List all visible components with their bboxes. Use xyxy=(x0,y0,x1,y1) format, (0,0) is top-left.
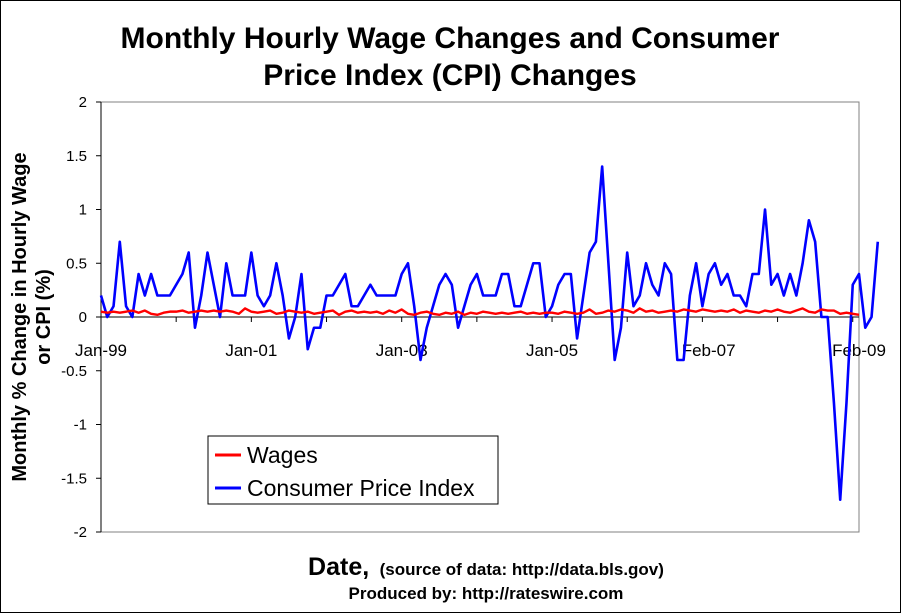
series-line-cpi xyxy=(99,165,880,502)
x-tick-label: Feb-09 xyxy=(832,341,886,360)
x-tick-label: Jan-05 xyxy=(526,341,578,360)
x-axis-label-source: (source of data: http://data.bls.gov) xyxy=(380,560,664,579)
x-axis-label: Date, (source of data: http://data.bls.g… xyxy=(308,553,664,581)
series-layer xyxy=(99,165,880,502)
chart-title-line-1: Monthly Hourly Wage Changes and Consumer xyxy=(121,22,780,55)
y-tick-label: 2 xyxy=(79,94,87,111)
y-tick-label: -2 xyxy=(74,524,87,541)
y-tick-label: 0.5 xyxy=(66,255,87,272)
y-axis: 2 1.5 1 0.5 0 -0.5 -1 -1.5 -2 xyxy=(61,94,102,541)
series-line-wages xyxy=(100,307,860,317)
y-axis-label-line-1: Monthly % Change in Hourly Wage xyxy=(9,152,31,481)
y-tick-label: 1.5 xyxy=(66,148,87,165)
x-tick-label: Jan-03 xyxy=(376,341,428,360)
x-tick-label: Jan-01 xyxy=(225,341,277,360)
producer-credit: Produced by: http://rateswire.com xyxy=(349,584,624,603)
y-axis-label-line-2: or CPI (%) xyxy=(33,269,55,365)
legend: Wages Consumer Price Index xyxy=(207,435,499,505)
x-tick-label: Feb-07 xyxy=(682,341,736,360)
y-tick-label: 0 xyxy=(79,309,87,326)
y-tick-label: -1 xyxy=(74,417,87,434)
x-tick-label: Jan-99 xyxy=(75,341,127,360)
legend-label-wages: Wages xyxy=(247,442,318,468)
legend-box xyxy=(207,435,499,505)
y-tick-label: -1.5 xyxy=(61,470,87,487)
legend-label-cpi: Consumer Price Index xyxy=(247,475,475,501)
chart-title-line-2: Price Index (CPI) Changes xyxy=(263,59,636,92)
x-axis: Jan-99 Jan-01 Jan-03 Jan-05 Feb-07 Feb-09 xyxy=(75,316,886,360)
x-axis-label-main: Date, xyxy=(308,553,369,581)
y-tick-label: 1 xyxy=(79,202,87,219)
y-tick-label: -0.5 xyxy=(61,363,87,380)
